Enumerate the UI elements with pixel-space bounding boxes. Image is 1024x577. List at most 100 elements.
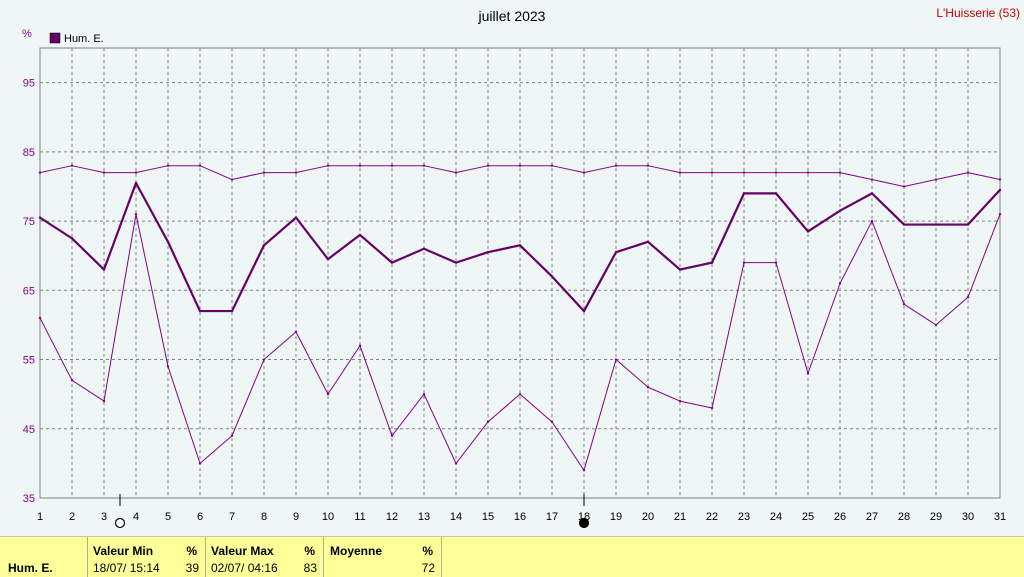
data-point-max — [614, 164, 618, 167]
data-point-max — [870, 178, 874, 181]
stats-min-cell: Valeur Min % 18/07/ 15:14 39 — [88, 537, 206, 577]
data-point-min — [70, 379, 74, 382]
x-tick-label: 16 — [514, 511, 526, 523]
data-point-min — [198, 462, 202, 465]
x-tick-label: 13 — [418, 511, 430, 523]
data-point-mean — [870, 192, 874, 195]
data-point-min — [454, 462, 458, 465]
data-point-mean — [902, 223, 906, 226]
y-tick-label: 55 — [23, 355, 35, 367]
data-point-mean — [198, 309, 202, 313]
data-point-max — [646, 164, 650, 167]
y-tick-label: 45 — [23, 424, 35, 436]
stats-panel: Hum. E. Valeur Min % 18/07/ 15:14 39 Val… — [0, 536, 1024, 577]
x-tick-label: 28 — [898, 511, 910, 523]
data-point-min — [102, 399, 106, 403]
data-point-max — [518, 164, 522, 167]
x-tick-label: 3 — [101, 511, 107, 523]
data-point-max — [70, 164, 74, 167]
data-point-max — [742, 171, 746, 174]
data-point-max — [998, 178, 1002, 181]
data-point-max — [262, 171, 266, 174]
data-point-mean — [742, 192, 746, 195]
data-point-mean — [390, 261, 394, 264]
data-point-min — [678, 399, 682, 403]
data-point-mean — [230, 309, 234, 313]
data-point-max — [454, 171, 458, 174]
stats-max-when: 02/07/ 04:16 — [211, 561, 278, 575]
data-point-min — [998, 212, 1002, 216]
x-tick-label: 25 — [802, 511, 814, 523]
data-point-max — [902, 185, 906, 188]
data-point-mean — [422, 247, 426, 250]
y-tick-label: 75 — [23, 216, 35, 228]
stats-min-value: 39 — [185, 561, 199, 575]
x-tick-label: 24 — [770, 511, 782, 523]
x-tick-label: 31 — [994, 511, 1006, 523]
data-point-min — [326, 392, 330, 396]
data-point-max — [678, 171, 682, 174]
data-point-min — [486, 420, 490, 424]
data-point-mean — [934, 223, 938, 226]
data-point-mean — [134, 181, 138, 185]
data-point-min — [710, 406, 714, 410]
data-point-min — [230, 434, 234, 437]
x-tick-label: 23 — [738, 511, 750, 523]
data-point-min — [838, 282, 842, 285]
stats-min-when: 18/07/ 15:14 — [93, 561, 160, 575]
data-point-mean — [262, 244, 266, 247]
data-point-mean — [614, 251, 618, 254]
chart-title: juillet 2023 — [478, 8, 546, 24]
y-tick-label: 65 — [23, 285, 35, 297]
data-point-max — [582, 171, 586, 174]
legend-swatch — [49, 32, 61, 44]
data-point-mean — [646, 240, 650, 244]
data-point-max — [806, 171, 810, 174]
x-tick-label: 12 — [386, 511, 398, 523]
data-point-max — [134, 171, 138, 174]
x-tick-label: 11 — [354, 511, 365, 523]
data-point-min — [646, 386, 650, 389]
data-point-mean — [998, 188, 1002, 192]
data-point-min — [870, 219, 874, 223]
data-point-mean — [550, 275, 554, 278]
location-label: L'Huisserie (53) — [936, 6, 1020, 20]
data-point-mean — [166, 240, 170, 244]
data-point-min — [774, 261, 778, 264]
max-marker-icon — [114, 517, 126, 529]
data-point-mean — [518, 244, 522, 247]
stats-max-value: 83 — [303, 561, 317, 575]
stats-avg-cell: Moyenne % 72 — [324, 537, 442, 577]
data-point-mean — [454, 261, 458, 264]
data-point-max — [198, 164, 202, 167]
x-tick-label: 8 — [261, 511, 267, 523]
data-point-min — [550, 420, 554, 424]
data-point-max — [38, 171, 42, 174]
data-point-mean — [806, 230, 810, 233]
data-point-max — [358, 164, 362, 167]
stats-avg-header: Moyenne — [330, 544, 383, 558]
data-point-mean — [38, 216, 42, 219]
x-tick-label: 22 — [706, 511, 718, 523]
stats-min-unit: % — [186, 544, 197, 558]
legend-label: Hum. E. — [64, 33, 104, 45]
data-point-max — [102, 171, 106, 174]
data-point-max — [838, 171, 842, 174]
y-axis-unit: % — [22, 28, 32, 40]
stats-avg-unit: % — [422, 544, 433, 558]
x-tick-label: 5 — [165, 511, 171, 523]
data-point-mean — [358, 233, 362, 237]
x-tick-label: 21 — [674, 511, 686, 523]
x-tick-label: 30 — [962, 511, 974, 523]
data-point-mean — [326, 257, 330, 261]
x-tick-label: 17 — [546, 511, 558, 523]
data-point-max — [550, 164, 554, 167]
data-point-max — [486, 164, 490, 167]
stats-max-header: Valeur Max — [211, 544, 274, 558]
x-tick-label: 27 — [866, 511, 878, 523]
data-point-mean — [710, 261, 714, 264]
data-point-max — [166, 164, 170, 167]
x-tick-label: 19 — [610, 511, 622, 523]
data-point-max — [934, 178, 938, 181]
data-point-min — [806, 372, 810, 375]
